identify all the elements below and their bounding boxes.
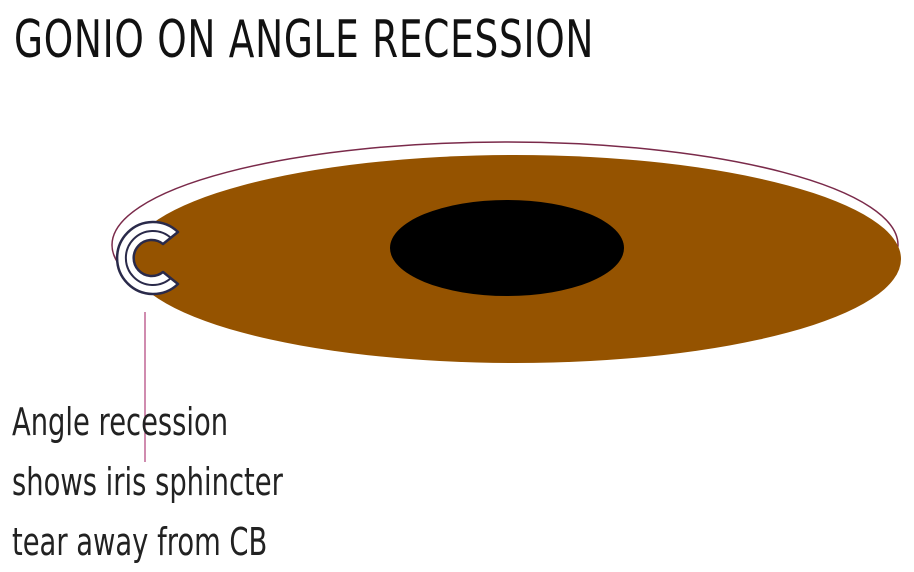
c-shaped-marker-icon	[115, 220, 180, 296]
slide-title: GONIO ON ANGLE RECESSION	[14, 10, 595, 70]
caption-line-2: shows iris sphincter	[12, 460, 283, 504]
caption-line-1: Angle recession	[12, 400, 229, 444]
caption: Angle recession shows iris sphincter tea…	[12, 392, 283, 572]
pupil	[390, 200, 624, 296]
caption-line-3: tear away from CB	[12, 520, 268, 564]
